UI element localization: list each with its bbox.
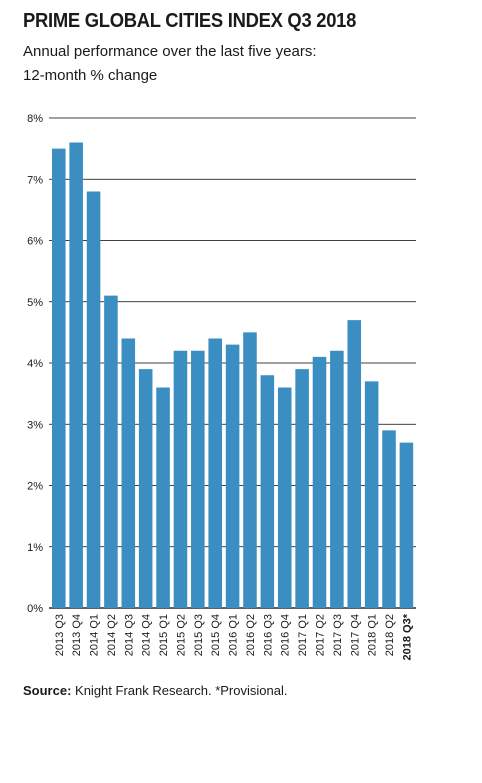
x-tick-label: 2015 Q3 xyxy=(193,614,205,656)
y-tick-label: 7% xyxy=(27,174,43,186)
y-tick-label: 2% xyxy=(27,481,43,493)
source-text: Knight Frank Research. *Provisional. xyxy=(75,683,288,698)
x-tick-label: 2016 Q4 xyxy=(280,614,292,656)
x-tick-label: 2017 Q4 xyxy=(349,614,361,656)
x-tick-label: 2017 Q1 xyxy=(297,614,309,656)
y-tick-label: 8% xyxy=(27,113,43,125)
y-tick-label: 1% xyxy=(27,542,43,554)
subtitle-line-1: Annual performance over the last five ye… xyxy=(23,43,317,60)
bar-2018-q2 xyxy=(382,430,396,608)
y-tick-labels: 0% 1% 2% 3% 4% 5% 6% 7% 8% xyxy=(27,113,43,615)
x-tick-labels: 2013 Q3 2013 Q4 2014 Q1 2014 Q2 2014 Q3 2014 … xyxy=(54,613,414,660)
bar-2018-q3- xyxy=(399,442,414,608)
x-tick-label: 2018 Q2 xyxy=(384,614,396,656)
x-tick-label: 2017 Q2 xyxy=(314,614,326,656)
bar-2018-q1 xyxy=(364,381,379,608)
x-tick-label: 2015 Q1 xyxy=(158,614,170,656)
x-tick-label: 2018 Q3* xyxy=(401,613,413,660)
bar-2014-q1 xyxy=(86,191,101,608)
x-tick-label: 2013 Q4 xyxy=(71,614,83,656)
x-tick-label: 2018 Q1 xyxy=(367,614,379,656)
y-tick-label: 5% xyxy=(27,297,43,309)
bar-2013-q4 xyxy=(69,142,83,608)
x-tick-label: 2016 Q3 xyxy=(262,614,274,656)
x-tick-label: 2016 Q1 xyxy=(228,614,240,656)
x-tick-label: 2014 Q4 xyxy=(141,614,153,656)
bar-2015-q2 xyxy=(173,350,188,608)
x-tick-label: 2014 Q2 xyxy=(106,614,118,656)
x-tick-label: 2015 Q4 xyxy=(210,614,222,656)
bar-2015-q4 xyxy=(208,338,222,608)
x-tick-label: 2014 Q1 xyxy=(89,614,101,656)
bar-2014-q4 xyxy=(138,369,153,608)
subtitle-line-2: 12-month % change xyxy=(23,67,158,84)
bar-2014-q3 xyxy=(121,338,136,608)
chart-title: PRIME GLOBAL CITIES INDEX Q3 2018 xyxy=(23,10,357,32)
y-tick-label: 4% xyxy=(27,358,43,370)
y-tick-label: 3% xyxy=(27,419,43,431)
bar-2016-q4 xyxy=(277,387,292,608)
bar-2017-q2 xyxy=(312,356,327,608)
x-tick-label: 2013 Q3 xyxy=(54,614,66,656)
x-tick-label: 2014 Q3 xyxy=(123,614,135,656)
y-tick-label: 6% xyxy=(27,236,43,248)
bars xyxy=(52,142,414,608)
bar-2017-q3 xyxy=(330,350,344,608)
bar-2013-q3 xyxy=(52,148,66,608)
bar-2016-q2 xyxy=(243,332,257,608)
bar-2015-q1 xyxy=(156,387,170,608)
bar-2014-q2 xyxy=(104,295,118,608)
x-tick-label: 2017 Q3 xyxy=(332,614,344,656)
x-tick-label: 2016 Q2 xyxy=(245,614,257,656)
source-note: Source: Knight Frank Research. *Provisio… xyxy=(23,683,287,698)
bar-2016-q1 xyxy=(225,344,240,608)
bar-2016-q3 xyxy=(260,375,275,608)
bar-2017-q1 xyxy=(295,369,309,608)
bar-2017-q4 xyxy=(347,320,362,608)
bar-2015-q3 xyxy=(191,350,205,608)
x-tick-label: 2015 Q2 xyxy=(175,614,187,656)
chart-subtitle: Annual performance over the last five ye… xyxy=(23,40,453,88)
bar-chart: 0% 1% 2% 3% 4% 5% 6% 7% 8% 2013 Q3 2013 Q4 2014 Q1… xyxy=(27,113,416,660)
y-tick-label: 0% xyxy=(27,603,43,615)
source-label: Source: xyxy=(23,683,72,698)
